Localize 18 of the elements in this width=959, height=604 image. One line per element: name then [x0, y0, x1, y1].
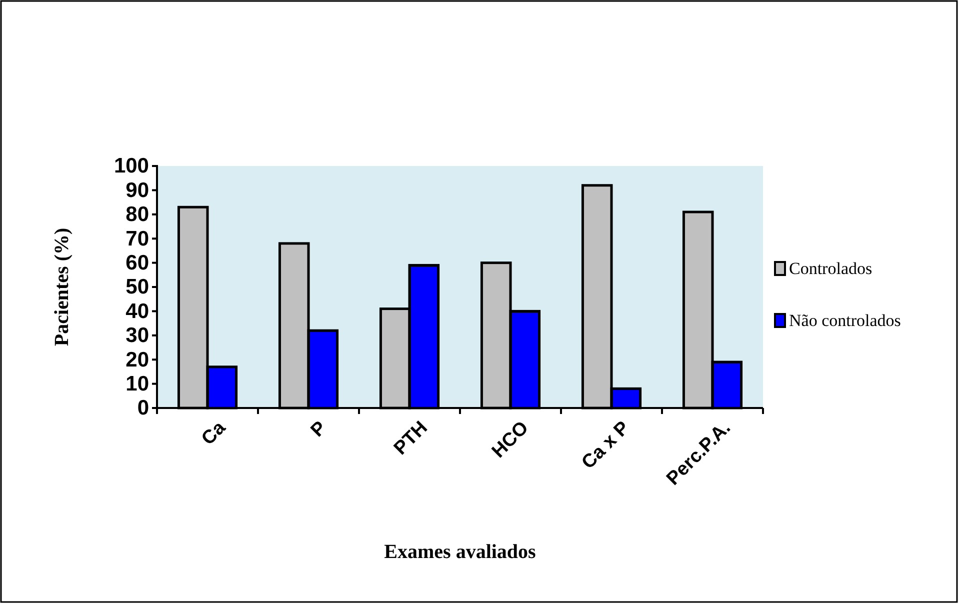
x-tick-label: P: [307, 417, 332, 442]
y-tick-label: 0: [137, 396, 149, 420]
y-tick-label: 70: [126, 227, 149, 250]
y-tick-label: 20: [126, 348, 149, 372]
y-tick-label: 90: [126, 178, 149, 202]
y-tick-label: 10: [126, 372, 149, 396]
y-tick-label: 80: [126, 203, 149, 226]
legend-label: Não controlados: [789, 311, 901, 330]
legend-label: Controlados: [789, 259, 872, 278]
x-axis-title: Exames avaliados: [384, 541, 536, 563]
y-tick-label: 50: [126, 276, 149, 299]
y-tick-label: 60: [126, 252, 149, 275]
x-tick-label: Ca: [198, 417, 230, 450]
x-tick-label: Ca x P: [578, 417, 634, 474]
y-tick-label: 100: [114, 154, 149, 178]
y-tick-label: 30: [126, 324, 149, 348]
y-axis-title: Pacientes (%): [51, 228, 73, 346]
y-tick-label: 40: [126, 300, 149, 323]
